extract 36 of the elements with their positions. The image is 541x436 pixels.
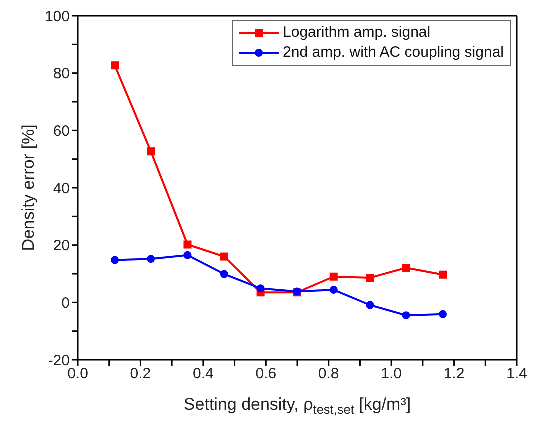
point (220, 270, 228, 278)
y-tick-label: 20 (53, 238, 70, 255)
legend-label: Logarithm amp. signal (283, 23, 431, 43)
x-tick-label: 0.0 (68, 366, 88, 383)
y-tick-label: 80 (53, 66, 70, 83)
point (147, 255, 156, 264)
x-tick-label: 1.4 (506, 366, 528, 383)
point (184, 251, 192, 260)
point (330, 286, 338, 294)
point (111, 256, 119, 264)
legend-label: 2nd amp. with AC coupling signal (283, 43, 504, 63)
point (330, 272, 338, 281)
point (438, 270, 447, 279)
x-tick-label: 0.6 (256, 366, 277, 383)
point (256, 284, 265, 293)
point (220, 252, 228, 261)
point (111, 62, 119, 70)
y-tick-label: 40 (53, 180, 70, 198)
point (438, 310, 447, 318)
point (402, 264, 410, 272)
y-tick-label: 100 (44, 8, 70, 26)
point (147, 148, 156, 156)
x-tick-label: 0.8 (318, 366, 340, 383)
point (366, 274, 374, 282)
x-tick-label: 0.2 (130, 366, 152, 383)
y-tick-label: -20 (48, 352, 70, 370)
point (184, 240, 192, 249)
y-tick-label: 0 (62, 294, 70, 312)
x-tick-label: 1.2 (444, 366, 465, 383)
point (402, 312, 410, 320)
x-tick-label: 1.0 (381, 366, 402, 383)
x-tick-label: 0.4 (193, 366, 214, 383)
y-axis-title: Density error [%] (19, 124, 38, 252)
point (366, 301, 374, 310)
x-axis-title: Setting density, ρ$_{test,set}$ [kg/m³] (184, 395, 412, 417)
y-tick-label: 60 (53, 122, 70, 140)
